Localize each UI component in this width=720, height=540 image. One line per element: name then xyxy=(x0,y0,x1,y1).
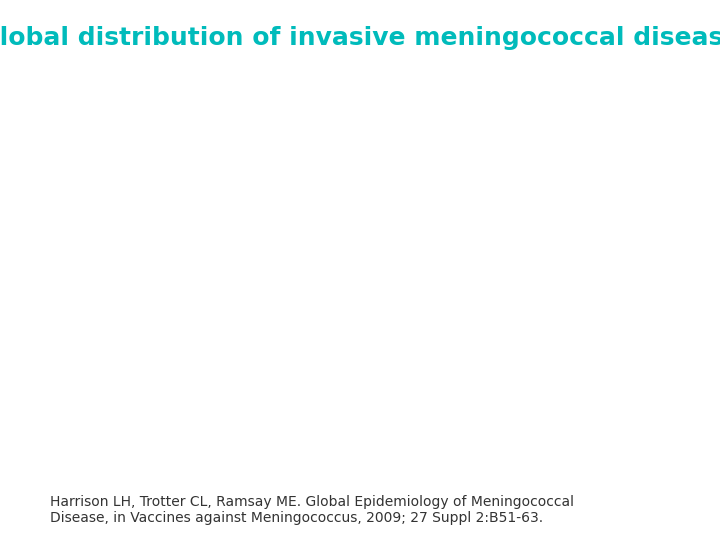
Text: Global distribution of invasive meningococcal disease: Global distribution of invasive meningoc… xyxy=(0,26,720,50)
Text: Harrison LH, Trotter CL, Ramsay ME. Global Epidemiology of Meningococcal
Disease: Harrison LH, Trotter CL, Ramsay ME. Glob… xyxy=(50,495,575,525)
Text: World Map (cartopy not available): World Map (cartopy not available) xyxy=(194,255,526,274)
